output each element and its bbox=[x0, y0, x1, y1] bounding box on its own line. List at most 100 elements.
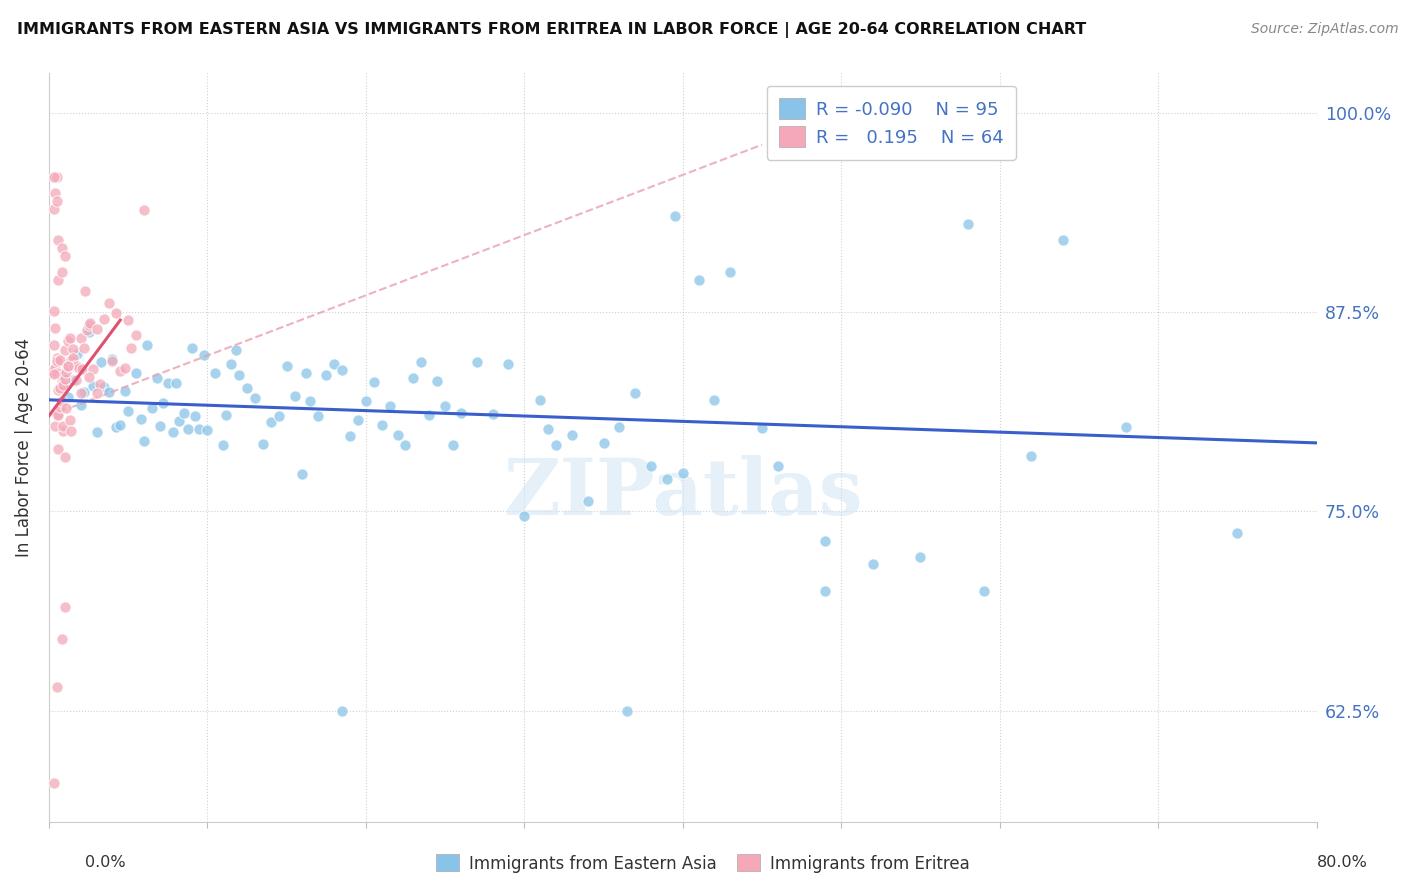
Point bbox=[225, 343, 247, 357]
Point bbox=[48, 409, 70, 423]
Point bbox=[45, 408, 67, 422]
Point bbox=[51, 369, 73, 384]
Point bbox=[363, 375, 385, 389]
Point bbox=[228, 368, 250, 382]
Point bbox=[45, 680, 67, 694]
Point bbox=[294, 366, 316, 380]
Point bbox=[52, 419, 75, 434]
Point bbox=[114, 360, 136, 375]
Point bbox=[42, 303, 65, 318]
Point bbox=[77, 325, 100, 339]
Point bbox=[204, 367, 226, 381]
Point bbox=[41, 364, 63, 378]
Point bbox=[167, 414, 190, 428]
Point bbox=[44, 186, 66, 200]
Point bbox=[394, 438, 416, 452]
Point bbox=[60, 352, 83, 367]
Point bbox=[370, 417, 392, 432]
Point bbox=[42, 338, 65, 352]
Legend: Immigrants from Eastern Asia, Immigrants from Eritrea: Immigrants from Eastern Asia, Immigrants… bbox=[429, 847, 977, 880]
Point bbox=[418, 408, 440, 422]
Point bbox=[48, 234, 70, 248]
Point bbox=[188, 422, 211, 436]
Point bbox=[53, 371, 76, 385]
Point bbox=[45, 366, 67, 380]
Point bbox=[89, 377, 111, 392]
Point bbox=[63, 359, 86, 374]
Point bbox=[86, 386, 108, 401]
Point bbox=[45, 169, 67, 184]
Point bbox=[73, 385, 96, 400]
Point bbox=[52, 424, 75, 438]
Point bbox=[69, 331, 91, 345]
Point bbox=[86, 425, 108, 440]
Point bbox=[498, 357, 520, 371]
Point bbox=[66, 347, 89, 361]
Point bbox=[49, 381, 72, 395]
Point bbox=[77, 318, 100, 332]
Point bbox=[672, 467, 695, 481]
Point bbox=[79, 316, 101, 330]
Point bbox=[42, 202, 65, 216]
Point bbox=[114, 384, 136, 398]
Point bbox=[93, 380, 115, 394]
Point bbox=[1115, 420, 1137, 434]
Point bbox=[55, 365, 77, 379]
Point bbox=[751, 421, 773, 435]
Point bbox=[45, 194, 67, 208]
Point bbox=[592, 435, 614, 450]
Point bbox=[51, 241, 73, 255]
Point bbox=[236, 381, 259, 395]
Point bbox=[52, 378, 75, 392]
Point bbox=[58, 413, 80, 427]
Text: IMMIGRANTS FROM EASTERN ASIA VS IMMIGRANTS FROM ERITREA IN LABOR FORCE | AGE 20-: IMMIGRANTS FROM EASTERN ASIA VS IMMIGRAN… bbox=[17, 22, 1085, 38]
Point bbox=[529, 392, 551, 407]
Point bbox=[42, 169, 65, 184]
Point bbox=[117, 312, 139, 326]
Point bbox=[718, 265, 741, 279]
Point bbox=[56, 359, 79, 374]
Point bbox=[513, 508, 536, 523]
Point bbox=[110, 418, 132, 433]
Point bbox=[252, 436, 274, 450]
Point bbox=[56, 390, 79, 404]
Point bbox=[450, 406, 472, 420]
Point bbox=[45, 354, 67, 368]
Point bbox=[93, 311, 115, 326]
Point bbox=[66, 359, 89, 373]
Point bbox=[55, 401, 77, 415]
Point bbox=[90, 354, 112, 368]
Text: 0.0%: 0.0% bbox=[86, 855, 125, 870]
Point bbox=[215, 408, 238, 422]
Point bbox=[1052, 234, 1074, 248]
Point bbox=[212, 438, 235, 452]
Point bbox=[125, 328, 148, 343]
Point bbox=[48, 383, 70, 397]
Point bbox=[56, 334, 79, 348]
Point bbox=[53, 450, 76, 465]
Point bbox=[180, 341, 202, 355]
Point bbox=[70, 362, 93, 376]
Point bbox=[688, 273, 710, 287]
Point bbox=[537, 422, 560, 436]
Point bbox=[56, 359, 79, 373]
Point bbox=[48, 273, 70, 287]
Point bbox=[411, 355, 433, 369]
Point bbox=[53, 343, 76, 357]
Point bbox=[76, 323, 98, 337]
Point bbox=[120, 341, 142, 355]
Point bbox=[69, 385, 91, 400]
Point bbox=[1021, 450, 1043, 464]
Point bbox=[576, 494, 599, 508]
Point bbox=[149, 418, 172, 433]
Point bbox=[44, 321, 66, 335]
Point bbox=[481, 407, 503, 421]
Point bbox=[307, 409, 329, 423]
Point bbox=[284, 389, 307, 403]
Point bbox=[703, 392, 725, 407]
Point bbox=[62, 342, 84, 356]
Point bbox=[1226, 526, 1249, 541]
Point bbox=[441, 438, 464, 452]
Point bbox=[51, 373, 73, 387]
Point bbox=[862, 557, 884, 571]
